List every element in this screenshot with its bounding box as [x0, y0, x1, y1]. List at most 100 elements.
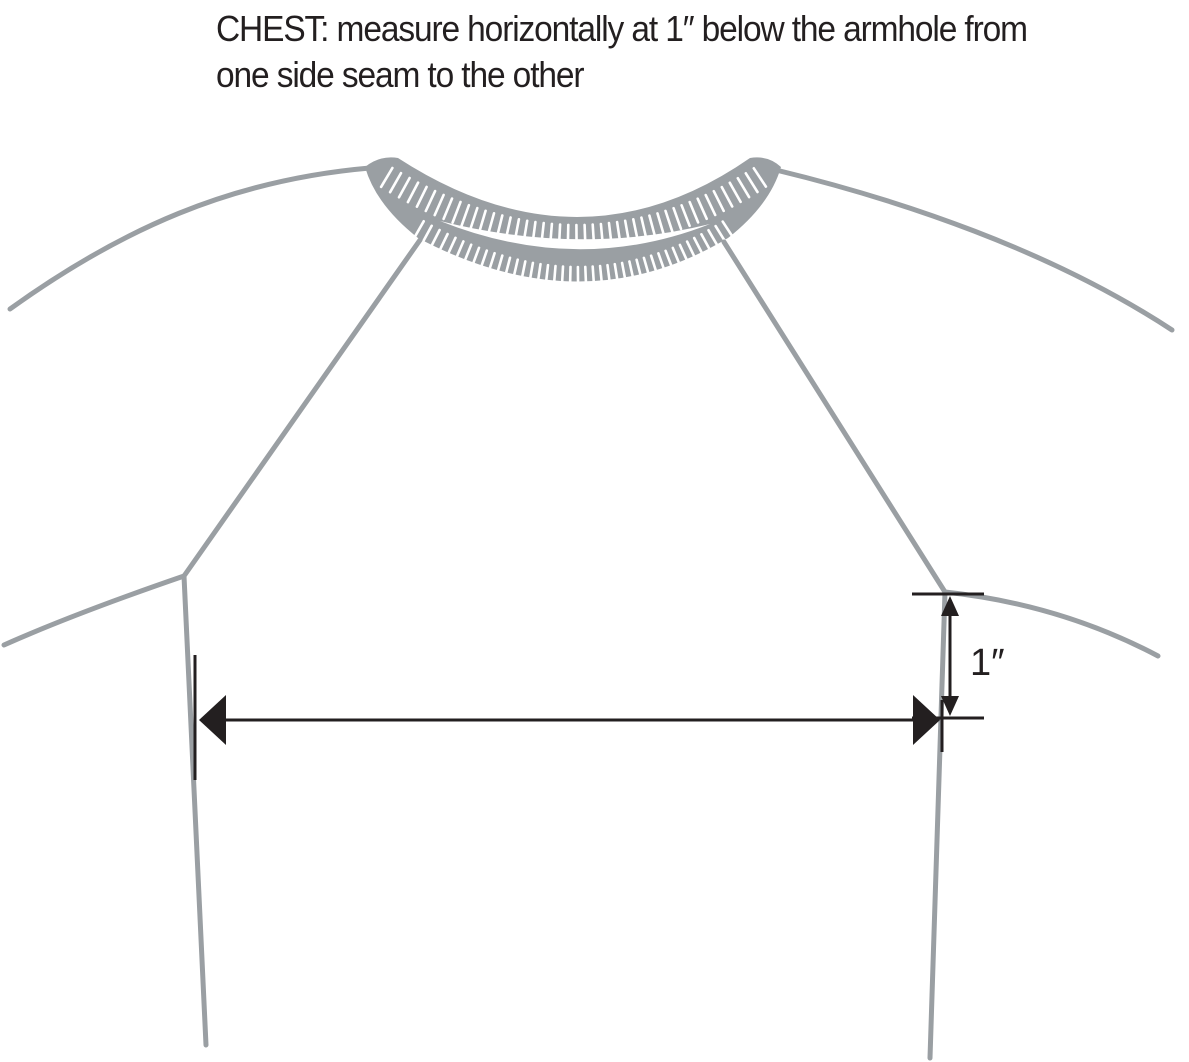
right-underarm-sleeve: [942, 589, 1161, 659]
rib-tick: [419, 224, 434, 247]
rib-tick: [519, 260, 527, 285]
rib-tick: [678, 243, 691, 267]
left-side-seam: [181, 573, 209, 1048]
rib-tick: [424, 189, 437, 213]
rib-tick: [486, 212, 496, 236]
rib-tick: [503, 256, 512, 281]
rib-tick: [664, 209, 674, 234]
rib-tick: [436, 232, 449, 256]
rib-tick: [680, 204, 691, 228]
rib-tick: [707, 229, 721, 251]
neck-inner-opening: [440, 221, 710, 250]
rib-tick: [623, 219, 631, 244]
rib-tick: [557, 223, 562, 248]
rib-tick: [415, 185, 428, 208]
rib-tick: [712, 189, 726, 213]
neck-band-shape: [365, 157, 781, 282]
rib-texture: [379, 166, 768, 291]
rib-tick: [720, 185, 734, 208]
rib-tick: [460, 203, 471, 228]
rib-tick: [568, 265, 572, 291]
offset-arrow-down: [941, 696, 959, 716]
rib-tick: [566, 223, 570, 249]
caption-line-1: CHEST: measure horizontally at 1″ below …: [216, 8, 1028, 49]
rib-tick: [535, 262, 542, 288]
rib-tick: [648, 214, 657, 239]
rib-tick: [444, 236, 457, 260]
rib-tick: [504, 216, 512, 241]
caption-line-2: one side seam to the other: [216, 54, 585, 95]
rib-tick: [548, 222, 554, 248]
rib-tick: [700, 233, 714, 255]
rib-tick: [696, 197, 709, 221]
offset-label: 1″: [970, 642, 1005, 684]
rib-tick: [469, 206, 479, 231]
rib-tick: [494, 254, 504, 279]
rib-tick: [620, 261, 628, 286]
offset-arrow-up: [941, 596, 959, 616]
rib-tick: [615, 220, 622, 246]
rib-tick: [411, 220, 426, 242]
left-underarm-sleeve: [1, 573, 187, 648]
rib-tick: [469, 246, 481, 270]
rib-tick: [583, 223, 587, 249]
rib-tick: [692, 236, 706, 259]
rib-tick: [631, 218, 640, 243]
rib-tick: [744, 172, 759, 194]
instruction-caption: CHEST: measure horizontally at 1″ below …: [216, 6, 1118, 98]
right-shoulder-sleeve: [773, 167, 1175, 333]
rib-tick: [379, 166, 394, 189]
rib-tick: [388, 171, 403, 194]
rib-tick: [522, 219, 529, 244]
rib-tick: [544, 263, 550, 289]
rib-tick: [635, 258, 644, 283]
rib-tick: [591, 265, 596, 290]
rib-tick: [607, 221, 613, 247]
rib-tick: [406, 181, 420, 204]
right-side-seam: [927, 589, 948, 1061]
rib-tick: [539, 221, 546, 247]
rib-tick: [495, 214, 504, 239]
rib-tick: [442, 197, 454, 221]
chest-arrow-left: [199, 695, 226, 745]
rib-tick: [606, 263, 612, 289]
rib-tick: [672, 206, 683, 231]
neckline-rib: [365, 157, 781, 291]
rib-tick: [451, 200, 462, 224]
rib-tick: [531, 220, 537, 246]
rib-tick: [397, 176, 411, 199]
rib-tick: [591, 223, 596, 248]
rib-tick: [728, 181, 742, 204]
rib-tick: [461, 243, 473, 267]
rib-tick: [478, 249, 489, 273]
rib-tick: [428, 228, 441, 251]
rib-tick: [704, 193, 717, 217]
rib-tick: [649, 254, 660, 279]
rib-tick: [613, 262, 620, 288]
rib-tick: [511, 258, 520, 283]
rib-tick: [656, 212, 666, 236]
rib-tick: [721, 220, 737, 242]
rib-tick: [513, 218, 521, 243]
rib-tick: [688, 200, 700, 224]
rib-tick: [552, 264, 557, 290]
rib-tick: [583, 265, 588, 291]
rib-tick: [736, 176, 751, 199]
chest-arrow-right: [913, 695, 940, 745]
left-raglan-seam: [181, 237, 423, 579]
rib-tick: [486, 251, 496, 276]
rib-tick: [664, 249, 675, 273]
rib-tick: [628, 260, 636, 285]
rib-tick: [560, 265, 565, 290]
rib-tick: [685, 240, 699, 263]
rib-tick: [527, 261, 535, 286]
rib-tick: [657, 252, 668, 276]
rib-tick: [642, 256, 652, 281]
rib-tick: [752, 167, 768, 188]
right-raglan-seam: [721, 239, 948, 595]
left-shoulder-sleeve: [7, 165, 373, 312]
rib-tick: [599, 222, 605, 248]
rib-tick: [433, 193, 445, 217]
rib-tick: [453, 240, 465, 263]
